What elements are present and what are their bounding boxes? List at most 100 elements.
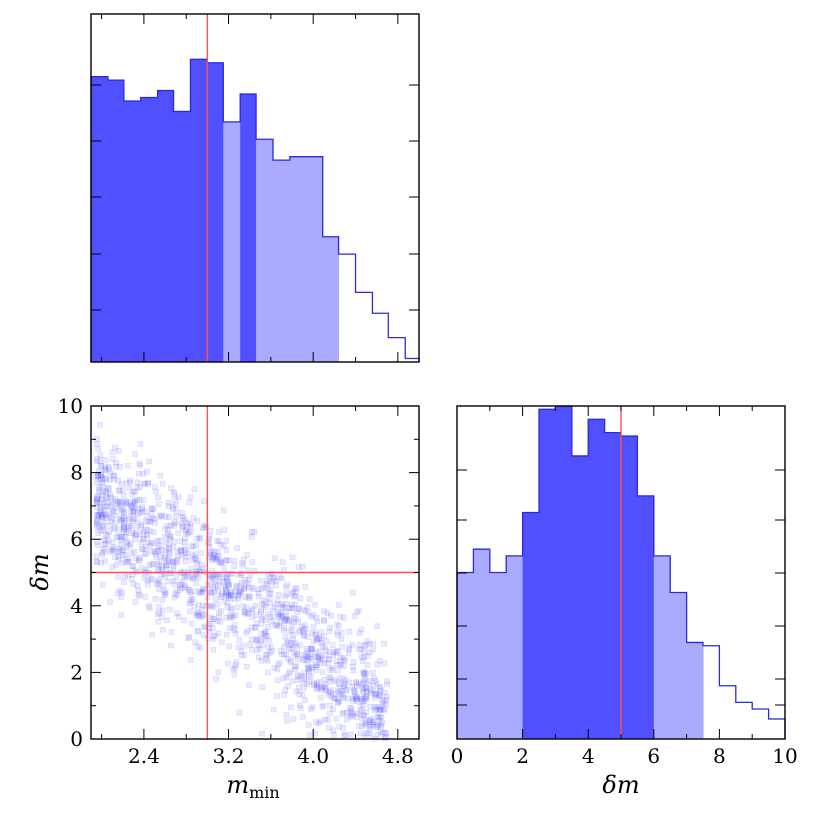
scatter-point [107, 599, 113, 605]
scatter-point [329, 667, 336, 673]
scatter-point [200, 565, 206, 572]
scatter-point [255, 642, 262, 648]
scatter-point [188, 591, 194, 598]
scatter-point [308, 645, 314, 652]
scatter-point [259, 730, 265, 737]
scatter-point [145, 519, 151, 525]
scatter-point [126, 516, 132, 522]
scatter-point [292, 663, 299, 670]
scatter-point [241, 652, 248, 658]
scatter-point [116, 500, 123, 507]
scatter-point [173, 588, 180, 594]
scatter-point [319, 703, 326, 710]
scatter-point [356, 681, 362, 687]
scatter-point [363, 709, 369, 716]
scatter-point [324, 660, 331, 667]
scatter-point [224, 583, 231, 590]
scatter-point [149, 631, 155, 638]
scatter-point [383, 701, 389, 708]
scatter-point [167, 606, 173, 613]
scatter-point [353, 693, 360, 700]
scatter-point [144, 513, 151, 520]
scatter-point [100, 526, 107, 533]
scatter-point [128, 503, 135, 509]
scatter-point [96, 486, 103, 493]
scatter-point [107, 549, 113, 555]
scatter-point [317, 694, 324, 701]
scatter-point [93, 458, 100, 465]
scatter-point [272, 604, 279, 611]
scatter-point [230, 614, 237, 621]
delta-m-hist-bar [637, 495, 655, 739]
scatter-point [240, 603, 247, 609]
scatter-point [339, 629, 345, 636]
scatter-point [132, 532, 139, 538]
scatter-point [97, 509, 103, 516]
scatter-point [223, 614, 230, 621]
scatter-point [247, 593, 254, 600]
scatter-point [311, 680, 317, 687]
scatter-point [211, 577, 218, 584]
scatter-point [311, 682, 317, 689]
scatter-point [347, 713, 354, 720]
scatter-point [224, 574, 230, 580]
scatter-point [165, 578, 172, 585]
scatter-point [173, 508, 180, 515]
scatter-point [236, 589, 243, 595]
scatter-point [258, 609, 264, 616]
scatter-point [159, 547, 165, 553]
scatter-point [99, 549, 105, 556]
scatter-point [140, 497, 147, 504]
scatter-point [200, 632, 207, 638]
scatter-point [122, 552, 129, 558]
scatter-point [187, 589, 193, 595]
scatter-point [124, 558, 131, 565]
scatter-point [121, 529, 128, 535]
scatter-point [104, 494, 111, 501]
scatter-point [106, 485, 112, 492]
scatter-point [132, 599, 139, 605]
scatter-point [225, 579, 232, 586]
scatter-point [243, 604, 250, 611]
scatter-point [363, 670, 370, 677]
scatter-point [102, 537, 109, 544]
scatter-point [361, 713, 368, 719]
scatter-point [124, 538, 130, 545]
scatter-point [295, 605, 302, 612]
scatter-point [300, 632, 307, 639]
scatter-point [195, 557, 201, 564]
scatter-point [336, 681, 342, 687]
scatter-point [214, 572, 220, 579]
scatter-point [360, 679, 367, 686]
scatter-point [146, 458, 153, 465]
x-tick-label: 4 [582, 744, 595, 768]
scatter-point [115, 574, 122, 581]
scatter-point [218, 594, 224, 600]
scatter-point [324, 638, 330, 645]
scatter-point [334, 696, 340, 703]
scatter-point [261, 584, 268, 591]
scatter-point [339, 643, 345, 650]
scatter-point [327, 678, 334, 685]
scatter-point [318, 687, 325, 693]
scatter-point [348, 705, 355, 712]
scatter-point [308, 673, 314, 680]
scatter-point [374, 623, 380, 630]
scatter-point [173, 557, 180, 563]
scatter-point [118, 535, 125, 541]
scatter-point [295, 672, 301, 679]
scatter-point [94, 496, 100, 503]
delta-m-hist-bar [686, 642, 704, 739]
scatter-point [172, 591, 178, 597]
scatter-point [166, 550, 173, 556]
scatter-point [117, 503, 124, 510]
scatter-point [335, 623, 342, 629]
scatter-point [361, 649, 368, 655]
scatter-point [241, 585, 248, 592]
scatter-point [232, 665, 238, 671]
scatter-point [314, 684, 321, 691]
scatter-point [200, 613, 206, 619]
scatter-point [172, 581, 178, 588]
scatter-point [225, 557, 232, 564]
scatter-point [384, 678, 390, 684]
